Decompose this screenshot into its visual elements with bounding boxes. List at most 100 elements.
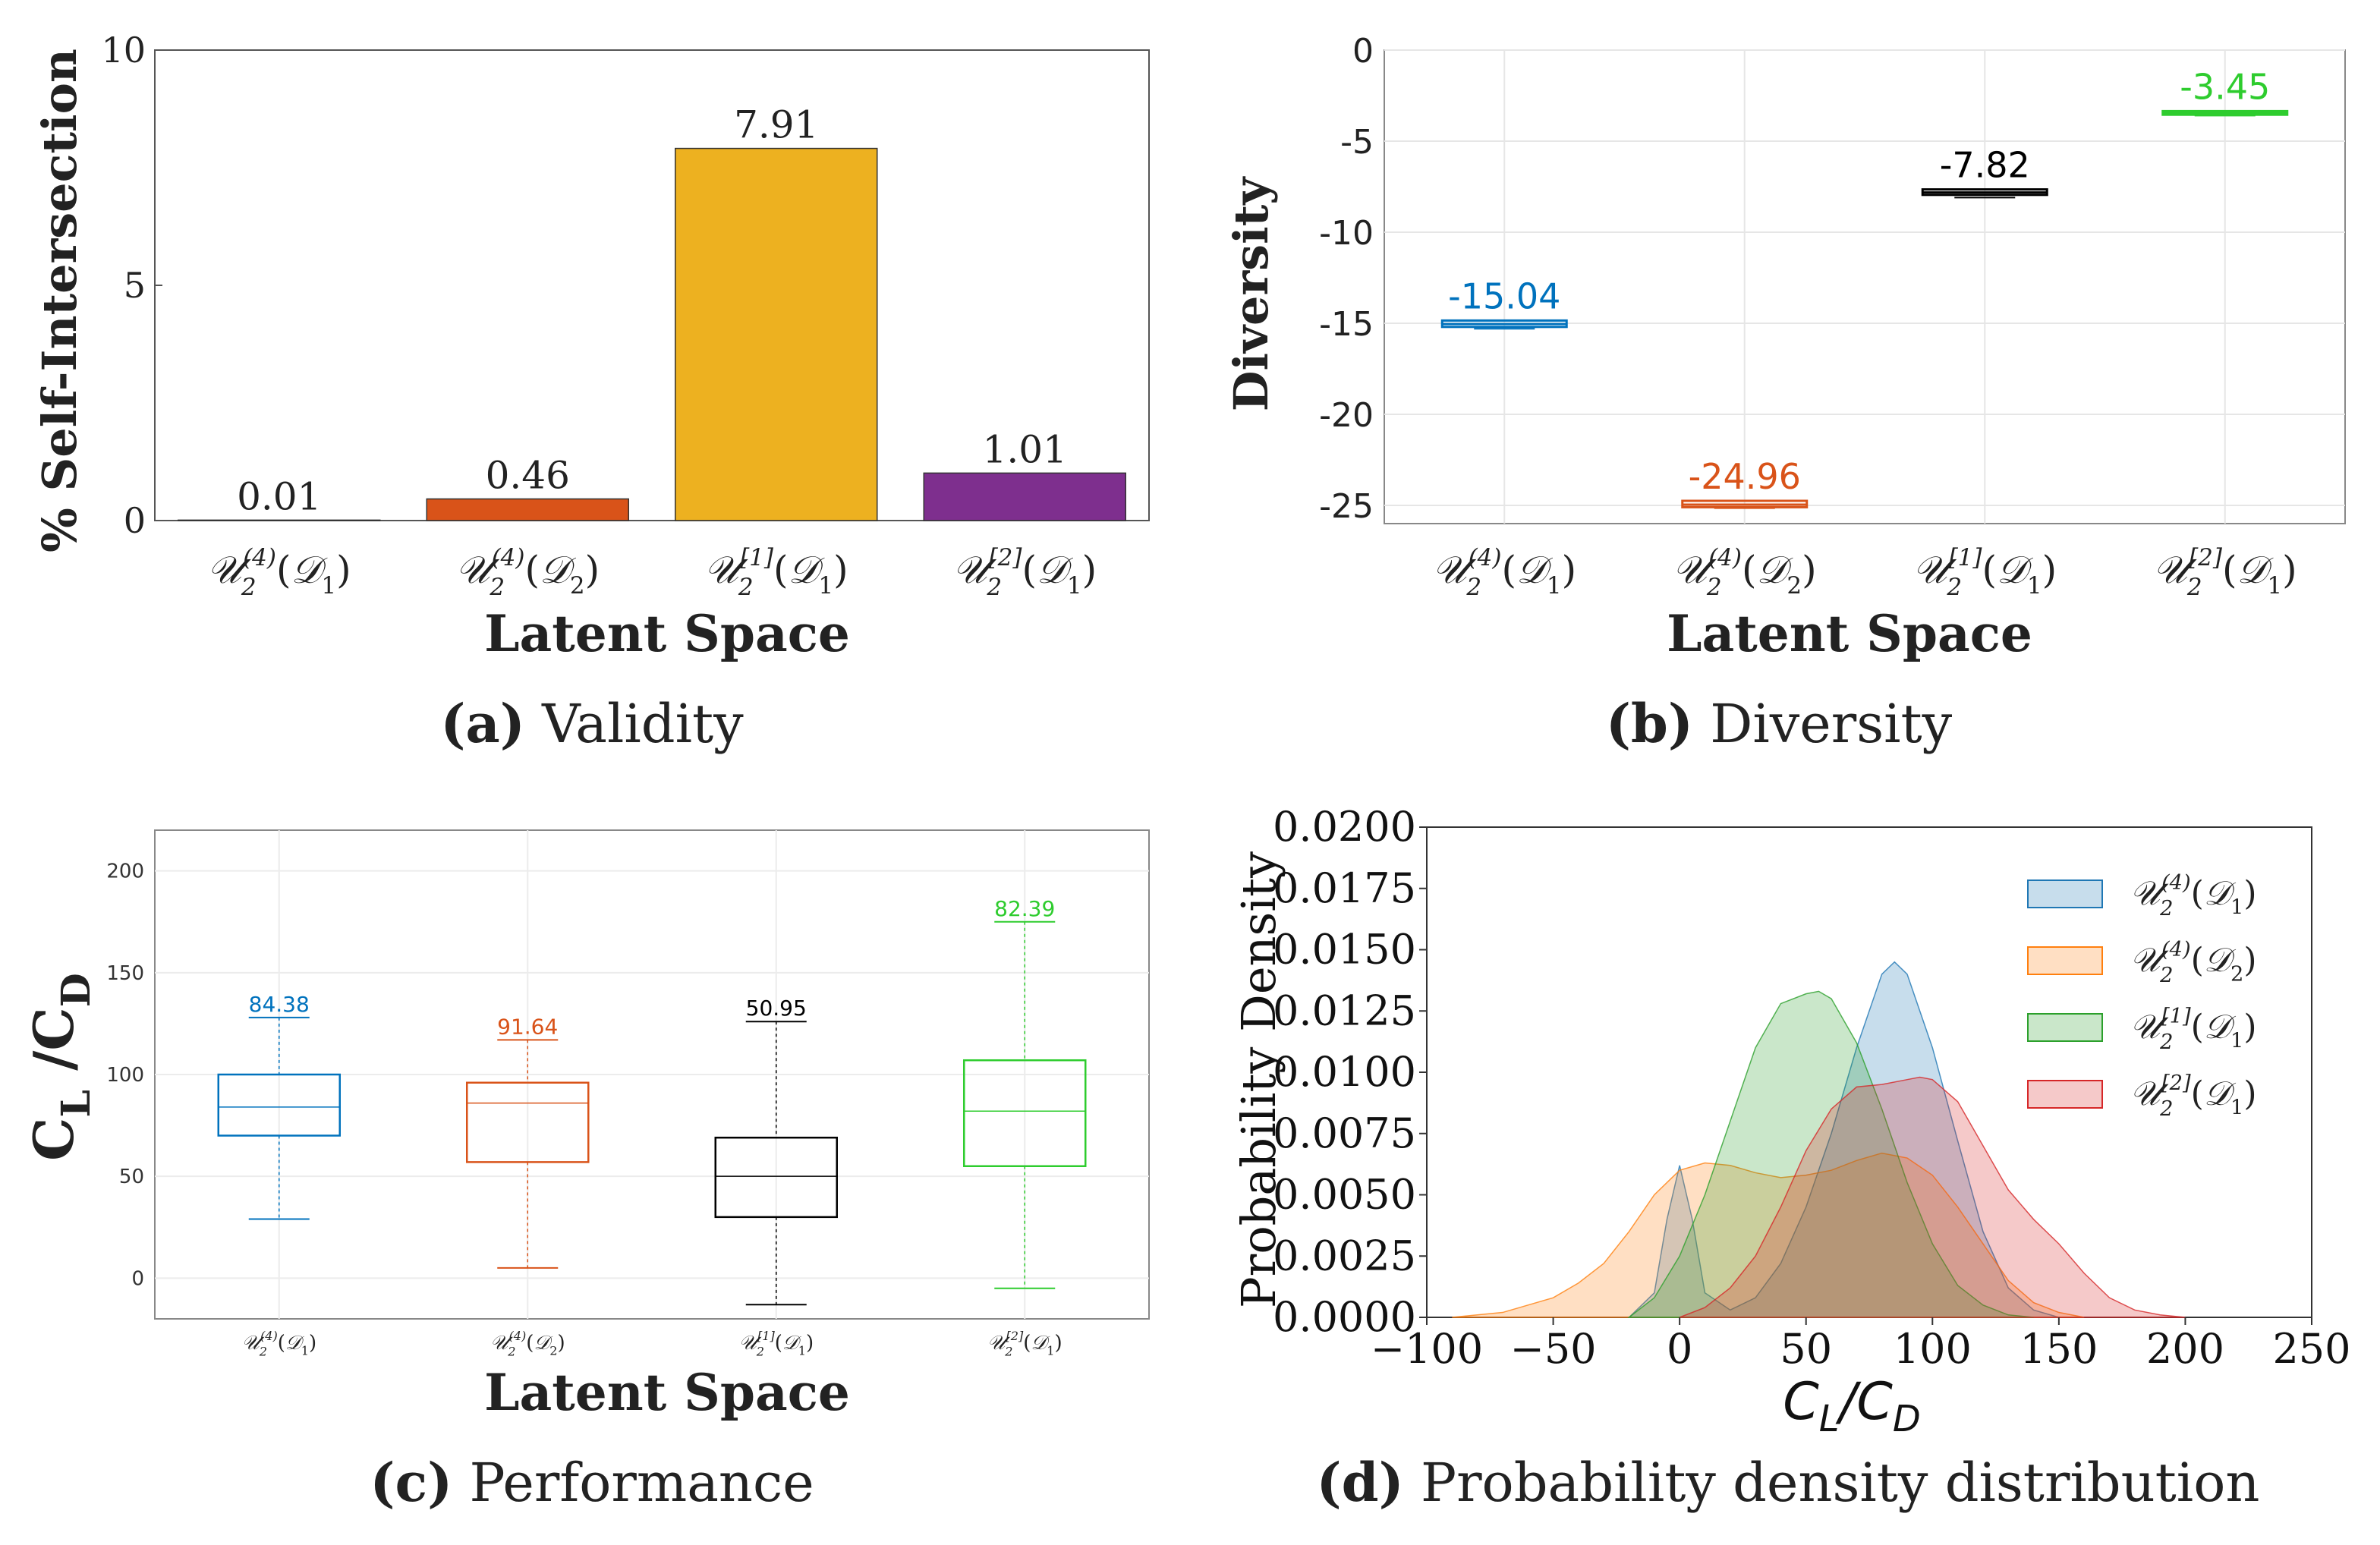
bar-value-label: 0.46	[486, 453, 570, 497]
legend-label: 𝒰2(4)(𝒟1)	[2130, 871, 2256, 920]
tick-sub: 2	[2159, 964, 2173, 987]
x-tick-label: 𝒰2(4)(𝒟2)	[1673, 544, 1817, 601]
y-tick-label: 0.0150	[1273, 926, 1416, 974]
tick-sup: [2]	[989, 544, 1023, 571]
y-axis-label: Probability Density	[1231, 851, 1286, 1308]
x-tick-label-text: 𝒰2[1](𝒟1)	[704, 544, 848, 601]
x-tick-label: 0	[1667, 1325, 1692, 1373]
tick-paren-open: (	[1982, 548, 1997, 592]
tick-paren-close: )	[2282, 548, 2297, 592]
y-tick-label: -25	[1319, 487, 1374, 526]
tick-paren-open: (	[2222, 548, 2237, 592]
tick-paren-close: )	[1054, 1332, 1062, 1355]
tick-arg-sub: 1	[1547, 572, 1562, 599]
x-tick-label-text: 𝒰2(4)(𝒟2)	[1673, 544, 1817, 601]
tick-sub: 2	[1706, 574, 1722, 601]
tick-sub: 2	[2159, 897, 2173, 920]
tick-sub: 2	[756, 1344, 764, 1358]
x-tick-label: 𝒰2(4)(𝒟1)	[1432, 544, 1576, 601]
tick-arg-sub: 2	[570, 572, 585, 599]
x-tick-label-text: 𝒰2[2](𝒟1)	[2153, 544, 2297, 601]
tick-sup: (4)	[260, 1329, 278, 1343]
x-tick-label: 200	[2146, 1325, 2224, 1373]
tick-paren-close: )	[2243, 941, 2256, 980]
y-axis-label: % Self-Intersection	[32, 49, 87, 552]
tick-paren-close: )	[1802, 548, 1817, 592]
caption-a: (a) Validity	[440, 692, 744, 755]
tick-paren-open: (	[773, 548, 789, 592]
tick-paren-open: (	[2191, 941, 2204, 980]
tick-paren-close: )	[336, 548, 351, 592]
tick-sup: (4)	[508, 1329, 526, 1343]
y-tick-label: 0.0100	[1273, 1048, 1416, 1096]
y-tick-label: 0.0050	[1273, 1171, 1416, 1219]
tick-paren-open: (	[1023, 1332, 1031, 1355]
y-tick-label: 10	[101, 30, 146, 71]
tick-sub: 2	[259, 1344, 267, 1358]
x-tick-label: 𝒰2[1](𝒟1)	[704, 544, 848, 601]
tick-arg-sub: 2	[549, 1343, 557, 1358]
tick-sup: (4)	[1708, 544, 1742, 571]
y-tick-label: -20	[1319, 396, 1374, 435]
tick-sup: [1]	[740, 544, 774, 571]
legend-label: 𝒰2[1](𝒟1)	[2130, 1005, 2256, 1054]
x-tick-label: 𝒰2[1](𝒟1)	[1912, 544, 2057, 601]
density-area	[1452, 1152, 2085, 1318]
x-axis-label: Latent Space	[484, 1363, 850, 1422]
tick-paren-open: (	[2191, 1075, 2204, 1113]
max-value-label: 82.39	[994, 896, 1055, 921]
caption-letter: (a)	[440, 692, 525, 755]
ylabel-sub-d: D	[53, 973, 99, 1007]
tick-arg-sub: 1	[2230, 1096, 2243, 1119]
tick-arg-sub: 1	[2230, 895, 2243, 919]
tick-paren-close: )	[806, 1332, 814, 1355]
tick-paren-open: (	[2191, 874, 2204, 913]
bar	[178, 519, 381, 521]
x-axis-label: Latent Space	[484, 604, 850, 663]
tick-sup: [1]	[2161, 1005, 2191, 1028]
tick-arg-sub: 1	[321, 572, 336, 599]
tick-arg-sub: 1	[818, 572, 833, 599]
y-tick-label: -5	[1340, 123, 1374, 162]
tick-paren-open: (	[1742, 548, 1757, 592]
legend-label-text: 𝒰2[2](𝒟1)	[2130, 1071, 2256, 1121]
x-tick-label: 𝒰2[2](𝒟1)	[952, 544, 1097, 601]
tick-sup: (4)	[492, 544, 525, 571]
x-tick-label: −50	[1510, 1325, 1597, 1373]
x-tick-label: 𝒰2(4)(𝒟2)	[455, 544, 600, 601]
tick-paren-close: )	[833, 548, 848, 592]
legend: 𝒰2(4)(𝒟1)𝒰2(4)(𝒟2)𝒰2[1](𝒟1)𝒰2[2](𝒟1)	[2027, 871, 2257, 1121]
tick-paren-close: )	[585, 548, 600, 592]
legend-label-text: 𝒰2[1](𝒟1)	[2130, 1005, 2256, 1054]
caption-text: Performance	[452, 1452, 814, 1514]
tick-sup: [1]	[757, 1329, 776, 1343]
tick-sup: (4)	[2161, 871, 2191, 895]
tick-paren-open: (	[276, 548, 291, 592]
tick-sub: 2	[738, 574, 754, 601]
max-value-label: 91.64	[497, 1014, 558, 1039]
caption-b: (b) Diversity	[1606, 692, 1953, 755]
tick-arg-sub: 1	[2027, 572, 2042, 599]
tick-sub: 2	[1465, 574, 1481, 601]
median-value-label: -15.04	[1448, 275, 1560, 316]
box	[217, 1073, 341, 1137]
x-tick-label-text: 𝒰2(4)(𝒟1)	[241, 1329, 316, 1358]
x-tick-label: 50	[1780, 1325, 1832, 1373]
tick-arg-sub: 1	[798, 1343, 806, 1358]
median-value-label: -24.96	[1689, 456, 1801, 497]
y-tick-label: 0	[1352, 32, 1374, 71]
x-axis-label: Latent Space	[1667, 604, 2032, 663]
tick-sup: [2]	[1006, 1329, 1024, 1343]
legend-label: 𝒰2(4)(𝒟2)	[2130, 938, 2256, 987]
y-tick-label: 0.0175	[1273, 864, 1416, 912]
x-tick-label: 𝒰2(4)(𝒟2)	[490, 1329, 565, 1358]
max-value-label: 84.38	[249, 992, 310, 1017]
y-axis-label: CL /CD	[21, 973, 99, 1161]
tick-paren-close: )	[309, 1332, 316, 1355]
y-tick-label: 0	[131, 1267, 144, 1290]
tick-arg-sub: 1	[2267, 572, 2282, 599]
tick-arg-sub: 2	[2230, 962, 2243, 986]
tick-sub: 2	[2159, 1097, 2173, 1121]
legend-swatch	[2027, 879, 2103, 908]
